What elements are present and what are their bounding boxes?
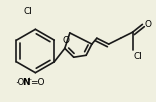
Text: Cl: Cl xyxy=(23,7,32,16)
Text: Cl: Cl xyxy=(134,52,142,61)
Text: O: O xyxy=(144,20,151,29)
Text: O: O xyxy=(62,36,69,45)
Text: N: N xyxy=(22,78,29,87)
Text: =O: =O xyxy=(30,78,45,87)
Text: +: + xyxy=(26,77,32,82)
Text: ⋅O: ⋅O xyxy=(15,78,24,87)
